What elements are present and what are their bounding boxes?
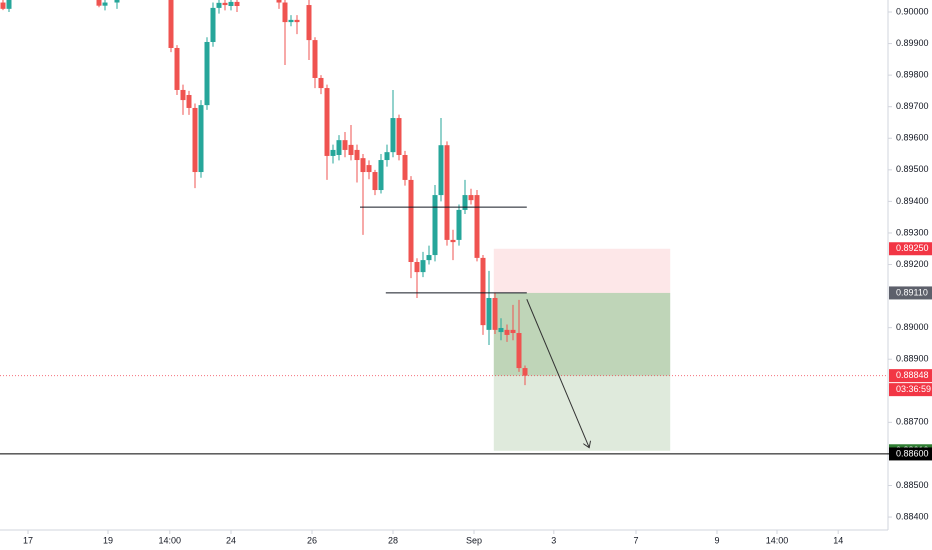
candle-body bbox=[192, 107, 198, 173]
candle-body bbox=[0, 2, 6, 9]
candle-body bbox=[390, 118, 396, 153]
x-tick-label: 14:00 bbox=[766, 535, 789, 545]
candle-body bbox=[318, 77, 324, 89]
candle-body bbox=[354, 149, 360, 161]
y-tick-label: 0.88500 bbox=[896, 480, 929, 490]
candle-body bbox=[324, 88, 330, 156]
candle-body bbox=[282, 2, 288, 23]
candle-body bbox=[480, 257, 486, 326]
candle-body bbox=[432, 195, 438, 256]
candle-body bbox=[186, 95, 192, 108]
y-tick-label: 0.89200 bbox=[896, 259, 929, 269]
candle-body bbox=[504, 329, 510, 335]
candle-body bbox=[276, 0, 282, 3]
price-label: 0.89110 bbox=[896, 287, 928, 297]
candle-body bbox=[414, 262, 420, 273]
candle-body bbox=[456, 209, 462, 240]
candle-body bbox=[360, 158, 366, 173]
price-label: 0.88848 bbox=[896, 370, 929, 380]
candle-body bbox=[96, 0, 102, 6]
y-tick-label: 0.89700 bbox=[896, 101, 929, 111]
candle-body bbox=[180, 89, 186, 101]
price-label: 0.88600 bbox=[896, 448, 929, 458]
countdown: 03:36:59 bbox=[896, 384, 931, 394]
candle-body bbox=[498, 327, 504, 333]
y-tick-label: 0.89600 bbox=[896, 133, 929, 143]
stop-zone bbox=[493, 248, 671, 293]
candle-body bbox=[510, 329, 516, 334]
y-tick-label: 0.89800 bbox=[896, 70, 929, 80]
candle-body bbox=[294, 19, 300, 23]
candle-body bbox=[348, 144, 354, 155]
x-tick-label: 19 bbox=[103, 535, 113, 545]
candle-body bbox=[228, 1, 234, 6]
y-tick-label: 0.88400 bbox=[896, 511, 929, 521]
candle-body bbox=[396, 118, 402, 155]
y-tick-label: 0.88900 bbox=[896, 354, 929, 364]
x-tick-label: 24 bbox=[226, 535, 236, 545]
y-tick-label: 0.90000 bbox=[896, 6, 929, 16]
candle-body bbox=[216, 2, 222, 8]
candle-body bbox=[198, 105, 204, 173]
candle-body bbox=[486, 297, 492, 330]
candle-body bbox=[234, 1, 240, 6]
candle-body bbox=[444, 145, 450, 240]
x-tick-label: 26 bbox=[307, 535, 317, 545]
x-tick-label: 14 bbox=[833, 535, 843, 545]
candle-body bbox=[378, 160, 384, 191]
price-label-bg bbox=[889, 242, 932, 256]
countdown-bg bbox=[889, 383, 932, 397]
x-tick-label: 28 bbox=[388, 535, 398, 545]
candle-body bbox=[492, 297, 498, 330]
candle-body bbox=[384, 152, 390, 161]
candle-body bbox=[6, 0, 12, 9]
profit-zone bbox=[493, 292, 671, 376]
price-label: 0.89250 bbox=[896, 243, 929, 253]
x-tick-label: 17 bbox=[23, 535, 33, 545]
candle-body bbox=[366, 165, 372, 173]
candle-body bbox=[114, 0, 120, 3]
y-tick-label: 0.89300 bbox=[896, 227, 929, 237]
candle-body bbox=[222, 2, 228, 6]
candle-body bbox=[204, 41, 210, 106]
price-label-bg bbox=[889, 286, 932, 300]
candle-body bbox=[288, 19, 294, 23]
candle-body bbox=[426, 255, 432, 261]
x-tick-label: 9 bbox=[714, 535, 719, 545]
candle-body bbox=[168, 0, 174, 48]
candle-body bbox=[438, 145, 444, 196]
x-tick-label: Sep bbox=[466, 535, 482, 545]
x-tick-label: 7 bbox=[633, 535, 638, 545]
candle-body bbox=[420, 260, 426, 273]
candle-body bbox=[522, 368, 528, 376]
y-tick-label: 0.89500 bbox=[896, 164, 929, 174]
candle-body bbox=[408, 179, 414, 263]
candle-body bbox=[462, 195, 468, 210]
candle-body bbox=[342, 140, 348, 150]
plot-area bbox=[0, 0, 888, 451]
y-tick-label: 0.89900 bbox=[896, 38, 929, 48]
candle-body bbox=[306, 5, 312, 41]
candle-body bbox=[336, 140, 342, 155]
candle-body bbox=[474, 195, 480, 258]
candle-body bbox=[330, 149, 336, 156]
candle-body bbox=[516, 333, 522, 369]
candle-body bbox=[402, 154, 408, 180]
y-tick-label: 0.88700 bbox=[896, 417, 929, 427]
candle-body bbox=[372, 172, 378, 191]
arrow bbox=[526, 299, 589, 447]
x-tick-label: 3 bbox=[551, 535, 556, 545]
y-tick-label: 0.89400 bbox=[896, 196, 929, 206]
candle-body bbox=[468, 195, 474, 201]
price-label-bg bbox=[889, 447, 932, 461]
y-tick-label: 0.89000 bbox=[896, 322, 929, 332]
candle-body bbox=[174, 47, 180, 90]
candle-body bbox=[102, 2, 108, 6]
candle-body bbox=[312, 40, 318, 78]
price-label-bg bbox=[889, 369, 932, 383]
x-tick-label: 14:00 bbox=[159, 535, 182, 545]
candle-body bbox=[450, 239, 456, 243]
candle-body bbox=[210, 7, 216, 42]
